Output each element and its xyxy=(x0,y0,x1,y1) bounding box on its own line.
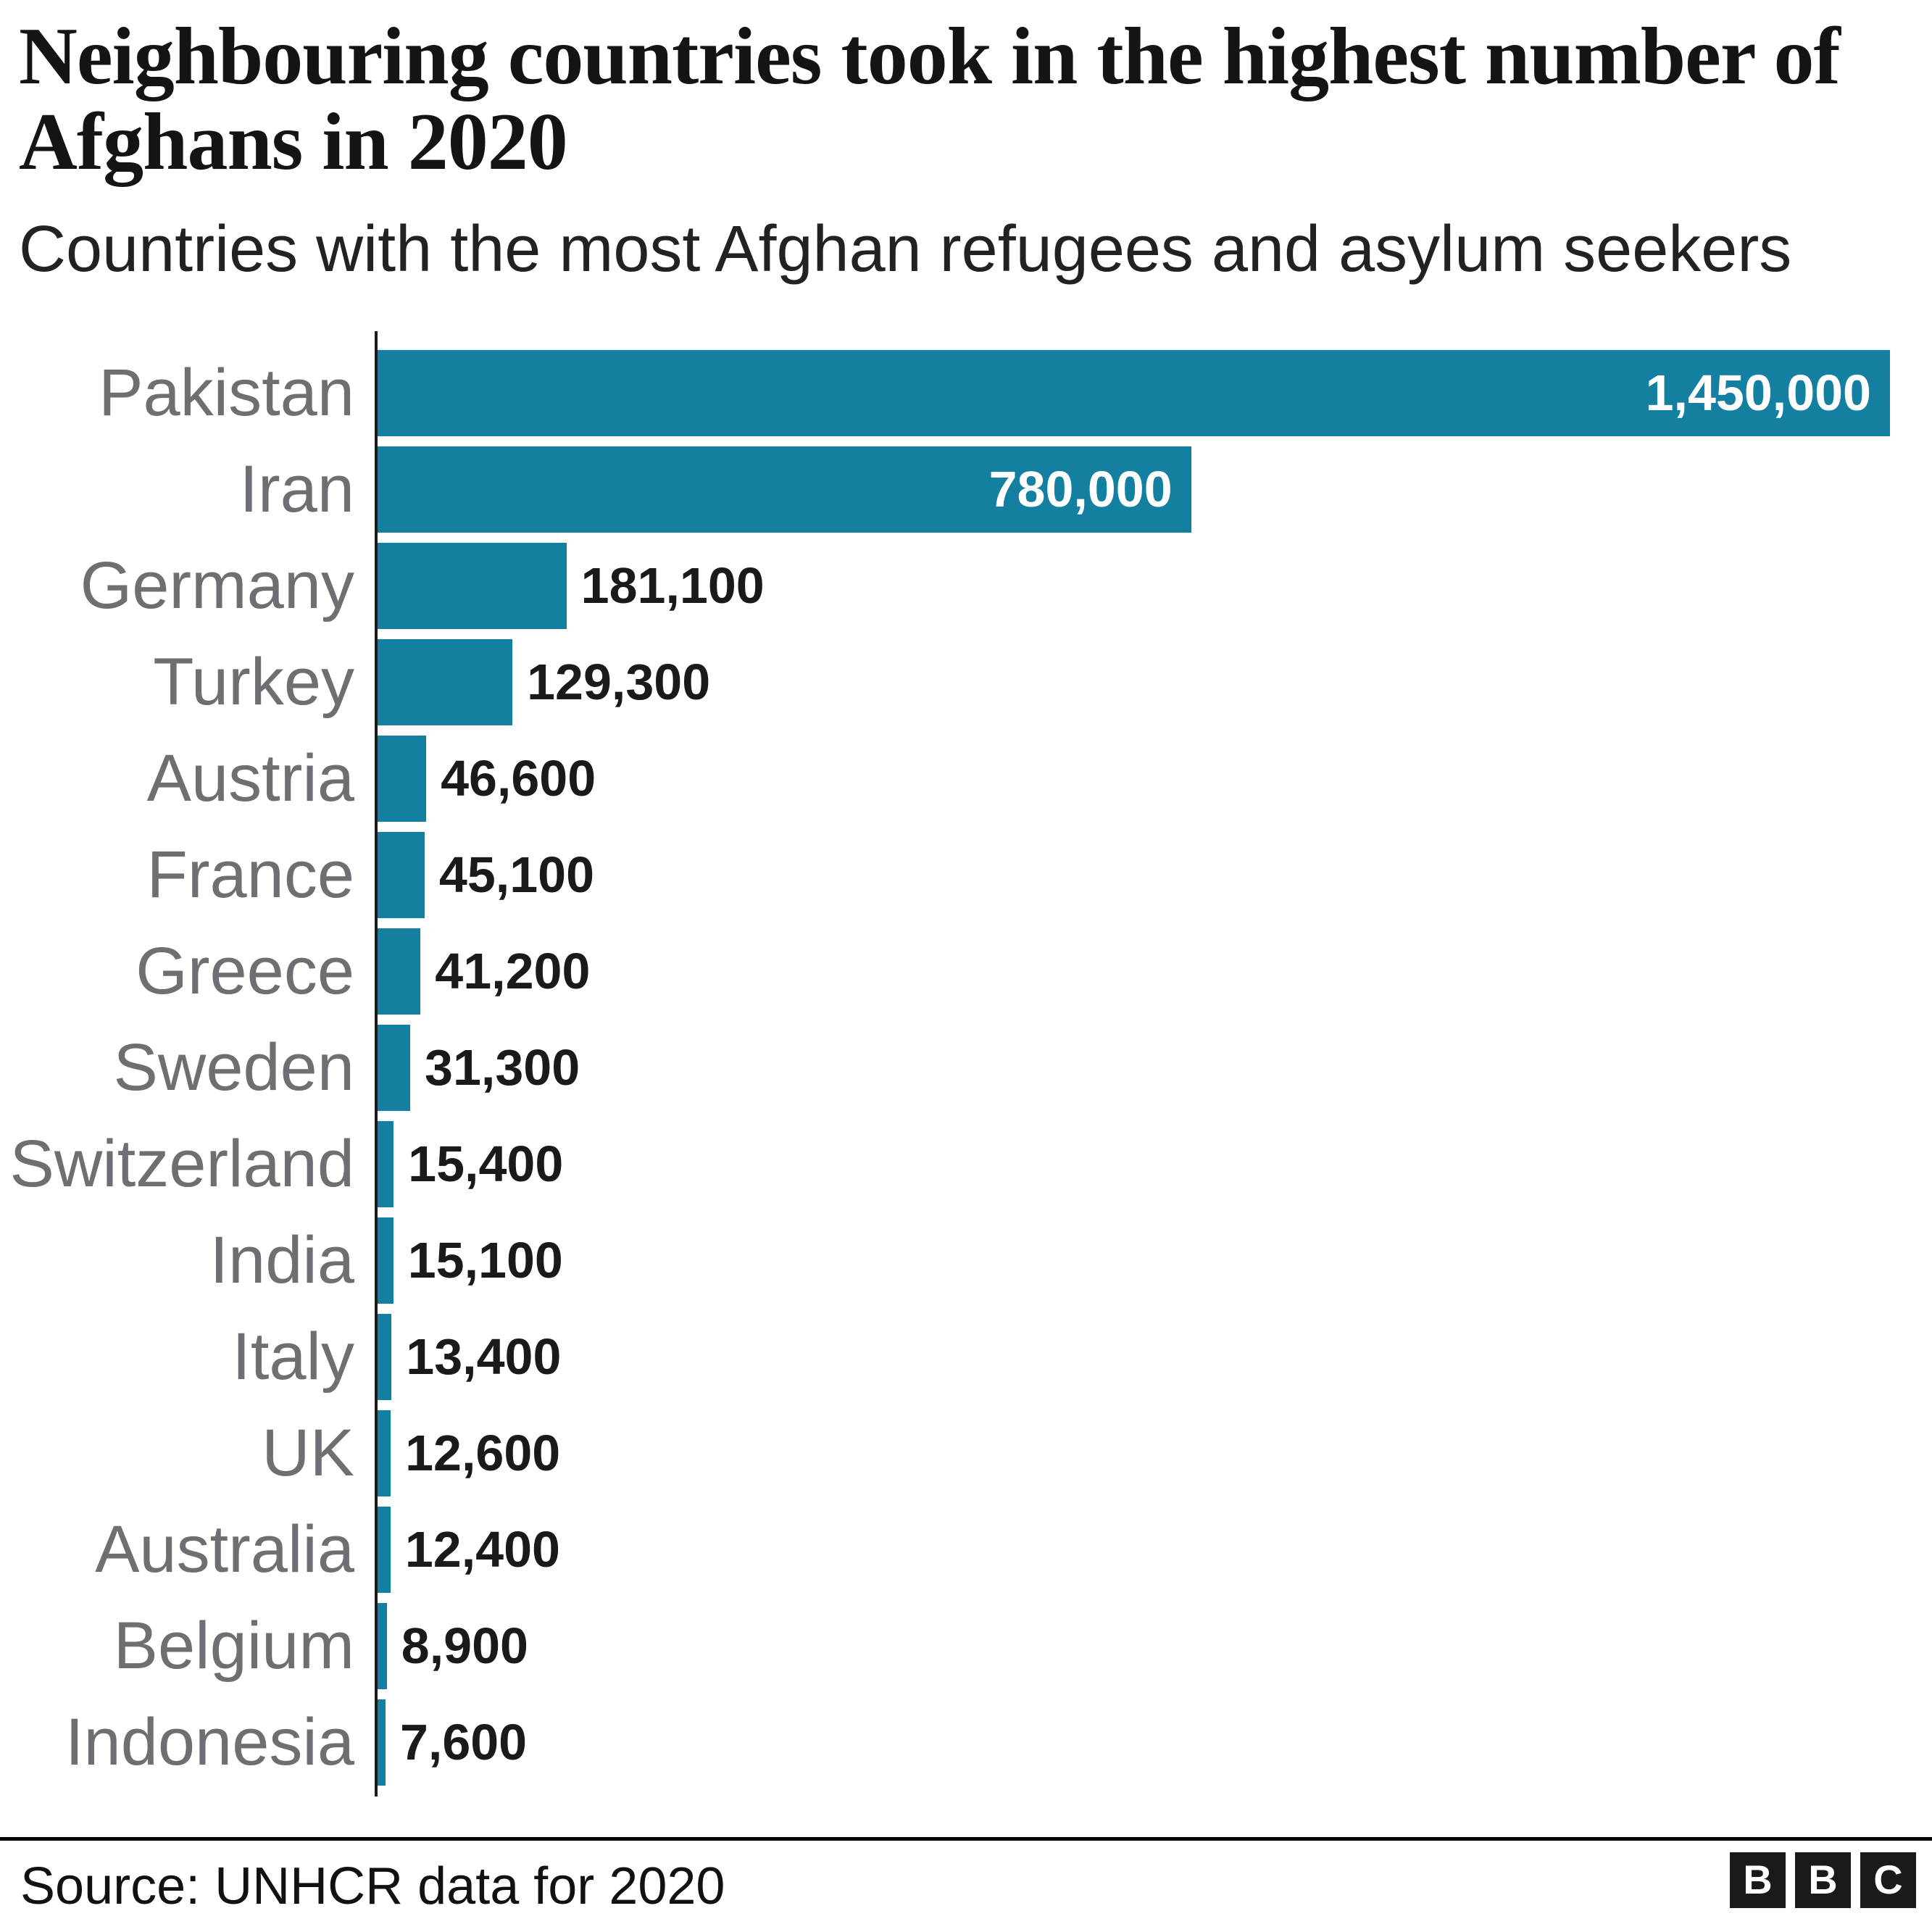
value-label: 13,400 xyxy=(406,1328,562,1386)
value-label: 46,600 xyxy=(441,750,596,807)
bar-track: 1,450,000 xyxy=(378,349,1890,436)
value-label: 12,600 xyxy=(405,1425,561,1482)
bar-row: France 45,100 xyxy=(0,827,1890,923)
bar-chart: Pakistan 1,450,000 Iran 780,000 Germany 181,1… xyxy=(0,330,1932,1796)
bar xyxy=(378,638,513,725)
value-label: 780,000 xyxy=(988,461,1173,518)
bar xyxy=(378,1602,387,1689)
bar xyxy=(378,735,427,822)
bar: 780,000 xyxy=(378,446,1191,533)
bar-row: Indonesia 7,600 xyxy=(0,1694,1890,1791)
bar xyxy=(378,542,567,629)
category-label: India xyxy=(209,1223,355,1298)
bar: 1,450,000 xyxy=(378,349,1890,436)
bar-row: Greece 41,200 xyxy=(0,923,1890,1020)
bar-track: 7,600 xyxy=(378,1699,1890,1786)
value-label: 7,600 xyxy=(399,1714,528,1771)
category-label: Italy xyxy=(232,1320,354,1394)
value-label: 129,300 xyxy=(527,654,711,711)
category-label: Turkey xyxy=(153,645,354,720)
bar-track: 13,400 xyxy=(378,1313,1890,1400)
bar xyxy=(378,1217,394,1304)
value-label: 45,100 xyxy=(438,846,595,904)
bar xyxy=(378,1699,386,1786)
bar-row: Pakistan 1,450,000 xyxy=(0,345,1890,441)
bar-row: Austria 46,600 xyxy=(0,730,1890,827)
value-label: 181,100 xyxy=(580,557,765,615)
bar-row: Iran 780,000 xyxy=(0,441,1890,538)
bar xyxy=(378,1506,391,1593)
bar-row: Belgium 8,900 xyxy=(0,1598,1890,1694)
bar-track: 780,000 xyxy=(378,446,1890,533)
category-label: Pakistan xyxy=(99,356,354,430)
category-label: Indonesia xyxy=(65,1705,354,1780)
value-label: 1,450,000 xyxy=(1645,365,1871,422)
bar-track: 181,100 xyxy=(378,542,1890,629)
value-label: 41,200 xyxy=(435,943,591,1000)
chart-header: Neighbouring countries took in the highe… xyxy=(0,0,1932,288)
bbc-logo-letter: C xyxy=(1860,1852,1916,1908)
bar-row: Italy 13,400 xyxy=(0,1309,1890,1405)
category-label: Greece xyxy=(136,934,354,1009)
category-label: Germany xyxy=(80,549,354,623)
page-subtitle: Countries with the most Afghan refugees … xyxy=(19,213,1792,286)
bar-track: 12,400 xyxy=(378,1506,1890,1593)
bar-track: 8,900 xyxy=(378,1602,1890,1689)
bar-row: India 15,100 xyxy=(0,1212,1890,1309)
bar xyxy=(378,1313,392,1400)
bar-row: Germany 181,100 xyxy=(0,538,1890,634)
category-label: Sweden xyxy=(113,1030,354,1105)
bar xyxy=(378,1410,391,1496)
category-label: Iran xyxy=(239,452,354,527)
bbc-logo-letter: B xyxy=(1730,1852,1786,1908)
source-credit: Source: UNHCR data for 2020 xyxy=(20,1857,725,1915)
bar-rows-container: Pakistan 1,450,000 Iran 780,000 Germany 181,1… xyxy=(0,345,1890,1791)
bar xyxy=(378,928,421,1015)
category-label: Australia xyxy=(95,1512,354,1587)
y-axis-line xyxy=(375,330,378,1796)
value-label: 15,100 xyxy=(407,1232,563,1289)
value-label: 31,300 xyxy=(425,1039,580,1096)
bar-row: UK 12,600 xyxy=(0,1405,1890,1502)
bar-track: 45,100 xyxy=(378,831,1890,918)
bar-row: Sweden 31,300 xyxy=(0,1020,1890,1116)
bar-track: 15,400 xyxy=(378,1120,1890,1207)
category-label: Austria xyxy=(146,741,354,816)
bar xyxy=(378,1024,411,1111)
bar-row: Switzerland 15,400 xyxy=(0,1116,1890,1212)
category-label: Belgium xyxy=(113,1609,354,1683)
bar-track: 15,100 xyxy=(378,1217,1890,1304)
bar-track: 12,600 xyxy=(378,1410,1890,1496)
category-label: UK xyxy=(262,1416,354,1491)
value-label: 12,400 xyxy=(404,1521,560,1578)
bar-row: Turkey 129,300 xyxy=(0,634,1890,730)
bbc-logo-letter: B xyxy=(1795,1852,1851,1908)
footer-divider xyxy=(0,1836,1932,1841)
value-label: 8,900 xyxy=(401,1617,528,1675)
value-label: 15,400 xyxy=(408,1136,564,1193)
bar-track: 31,300 xyxy=(378,1024,1890,1111)
bar-track: 46,600 xyxy=(378,735,1890,822)
category-label: France xyxy=(146,838,354,912)
page-title: Neighbouring countries took in the highe… xyxy=(19,12,1841,187)
bar-track: 129,300 xyxy=(378,638,1890,725)
bar xyxy=(378,1120,394,1207)
bar xyxy=(378,831,425,918)
category-label: Switzerland xyxy=(9,1127,354,1202)
bar-row: Australia 12,400 xyxy=(0,1502,1890,1598)
bar-track: 41,200 xyxy=(378,928,1890,1015)
